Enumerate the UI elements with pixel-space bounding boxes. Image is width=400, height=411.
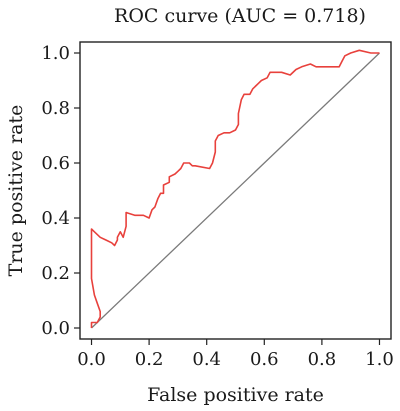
x-tick-label: 0.2: [135, 349, 164, 370]
y-axis-ticks: 0.0 0.2 0.4 0.6 0.8 1.0: [41, 43, 80, 339]
x-axis-ticks: 0.0 0.2 0.4 0.6 0.8 1.0: [77, 339, 394, 370]
x-tick-label: 0.4: [192, 349, 221, 370]
x-tick-label: 0.6: [250, 349, 279, 370]
y-tick-label: 0.6: [41, 153, 70, 174]
y-tick-label: 1.0: [41, 43, 70, 64]
y-axis-label: True positive rate: [5, 105, 27, 277]
y-tick-label: 0.0: [41, 318, 70, 339]
roc-curve-line: [90, 49, 380, 328]
y-tick-label: 0.4: [41, 208, 70, 229]
y-tick-label: 0.2: [41, 263, 70, 284]
chart-title: ROC curve (AUC = 0.718): [114, 5, 366, 27]
x-tick-label: 0.8: [308, 349, 337, 370]
x-axis-label: False positive rate: [147, 384, 324, 406]
x-tick-label: 1.0: [365, 349, 394, 370]
plot-frame: [79, 41, 392, 340]
y-tick-label: 0.8: [41, 98, 70, 119]
chance-diagonal-line: [91, 52, 380, 329]
x-tick-label: 0.0: [77, 349, 106, 370]
